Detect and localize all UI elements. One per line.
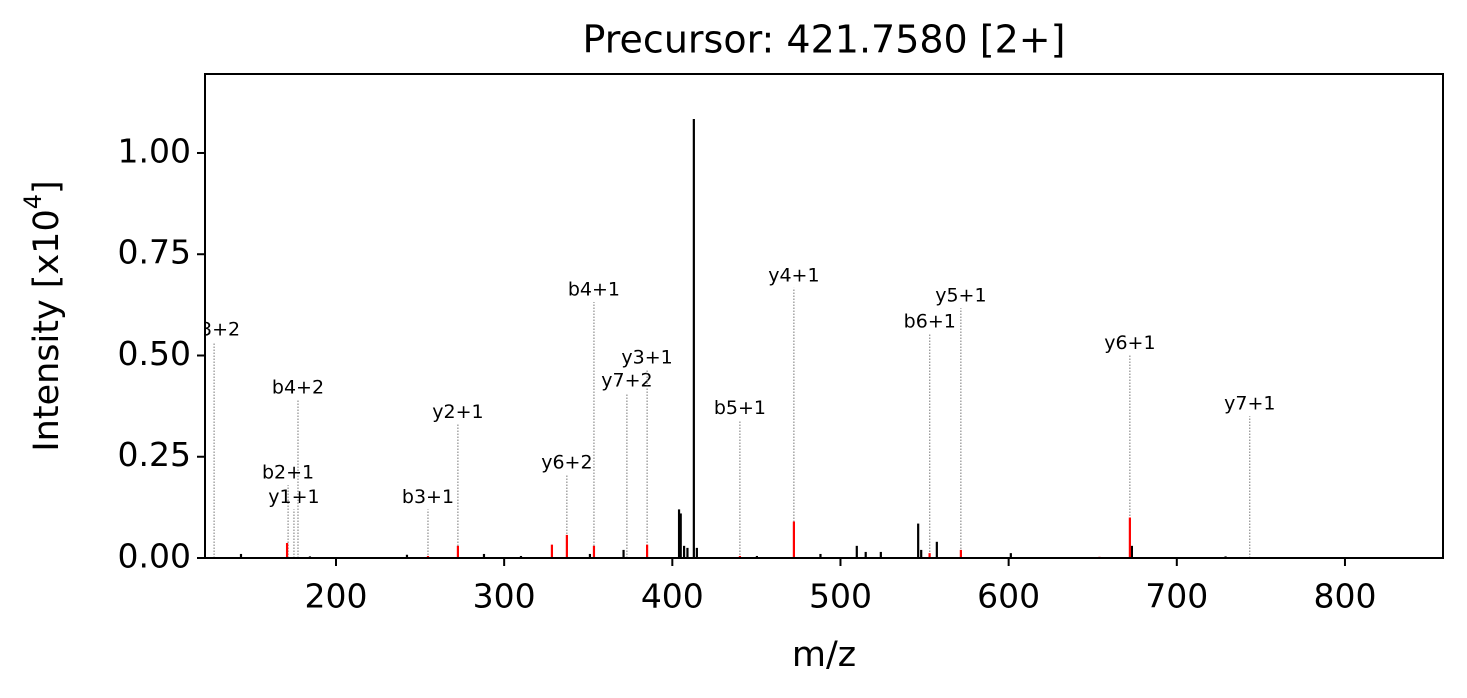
plot-frame bbox=[204, 73, 1444, 559]
y-tick-label: 0.25 bbox=[118, 435, 191, 474]
annotation-label: y6+1 bbox=[1104, 332, 1155, 354]
annotation-label: y2+1 bbox=[432, 401, 483, 423]
x-tick-label: 200 bbox=[304, 577, 367, 616]
annotation-label: y1+1 bbox=[268, 486, 319, 508]
annotation-label: b4+1 bbox=[568, 279, 620, 301]
annotation-label: b6+1 bbox=[904, 311, 956, 333]
annotation-label: b3+2 bbox=[188, 319, 240, 341]
y-tick-label: 0.00 bbox=[118, 537, 191, 576]
x-tick-label: 400 bbox=[641, 577, 704, 616]
plot-area: b3+2 b4+2 b2+1y1+1 b3+1 y2+1 y6+2 b4+1 y7+2y3+1… bbox=[188, 118, 1275, 558]
y-tick-label: 0.75 bbox=[118, 233, 191, 272]
annotation-label: b4+2 bbox=[272, 377, 324, 399]
x-tick-label: 600 bbox=[977, 577, 1040, 616]
annotation-label: b3+1 bbox=[402, 486, 454, 508]
annotation-label: y7+1 bbox=[1224, 393, 1275, 415]
annotation-label: y7+2 bbox=[601, 370, 652, 392]
annotation-label: b2+1 bbox=[262, 462, 314, 484]
chart-title: Precursor: 421.7580 [2+] bbox=[583, 18, 1066, 62]
x-tick-label: 300 bbox=[473, 577, 536, 616]
y-tick-label: 1.00 bbox=[118, 131, 191, 170]
annotation-label: y3+1 bbox=[621, 347, 672, 369]
y-label-exponent: 4 bbox=[19, 194, 47, 209]
annotation-label: y4+1 bbox=[768, 264, 819, 286]
y-label-text: Intensity [x10 bbox=[27, 209, 67, 451]
x-tick-label: 800 bbox=[1313, 577, 1376, 616]
y-tick-label: 0.50 bbox=[118, 334, 191, 373]
annotation-label: y5+1 bbox=[935, 285, 986, 307]
y-label-suffix: ] bbox=[27, 180, 67, 194]
annotation-label: b5+1 bbox=[714, 397, 766, 419]
x-axis-label: m/z bbox=[792, 635, 856, 675]
x-tick-label: 700 bbox=[1145, 577, 1208, 616]
y-axis-label: Intensity [x104] bbox=[19, 180, 67, 451]
x-tick-label: 500 bbox=[809, 577, 872, 616]
annotation-label: y6+2 bbox=[541, 451, 592, 473]
